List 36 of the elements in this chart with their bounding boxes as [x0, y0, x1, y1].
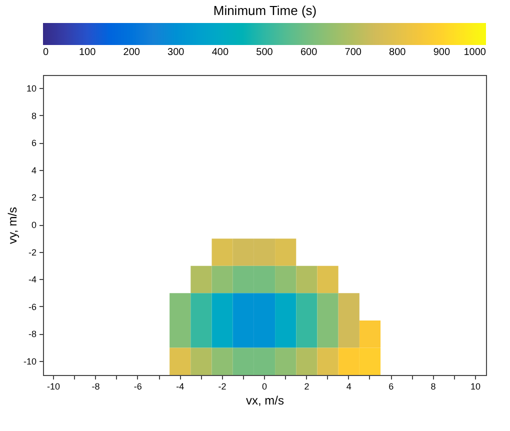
y-tick-label: -10 — [23, 356, 36, 366]
color-bar-label: 800 — [389, 47, 406, 58]
x-axis-title: vx, m/s — [246, 394, 284, 408]
x-tick-label: -2 — [218, 382, 226, 392]
color-bar-label: 300 — [168, 47, 185, 58]
y-tick-label: -2 — [28, 247, 36, 258]
color-bar-label: 0 — [43, 47, 49, 58]
y-tick-label: 6 — [31, 138, 36, 148]
y-tick-label: 2 — [31, 192, 36, 203]
color-bar-label: 600 — [300, 47, 318, 58]
x-tick-label: -4 — [176, 382, 184, 392]
x-tick-label: 6 — [388, 382, 394, 392]
x-tick-label: 8 — [430, 382, 436, 392]
x-tick-label: 0 — [262, 382, 268, 392]
y-tick-label: 4 — [31, 165, 36, 176]
x-tick-label: 10 — [470, 382, 480, 392]
color-bar-label: 900 — [433, 47, 450, 58]
color-bar-label: 400 — [212, 47, 229, 58]
x-tick-label: 4 — [346, 382, 352, 392]
x-tick-label: -6 — [134, 382, 142, 392]
x-tick-label: 2 — [304, 382, 310, 392]
color-bar-label: 500 — [256, 47, 274, 58]
color-bar-label: 700 — [344, 47, 362, 58]
y-tick-label: 8 — [31, 110, 36, 121]
color-bar-label: 100 — [78, 47, 96, 58]
y-axis-title: vy, m/s — [5, 206, 20, 244]
color-bar-title: Minimum Time (s) — [213, 3, 317, 18]
y-tick-label: 0 — [31, 220, 36, 230]
y-tick-label: 10 — [26, 84, 36, 94]
color-bar-label: 1000 — [464, 47, 486, 58]
x-tick-label: -8 — [92, 382, 100, 392]
y-tick-label: -4 — [28, 274, 36, 285]
color-bar-label: 200 — [123, 47, 140, 58]
y-tick-label: -8 — [28, 329, 36, 340]
x-tick-label: -10 — [47, 382, 60, 392]
y-tick-label: -6 — [28, 302, 36, 312]
